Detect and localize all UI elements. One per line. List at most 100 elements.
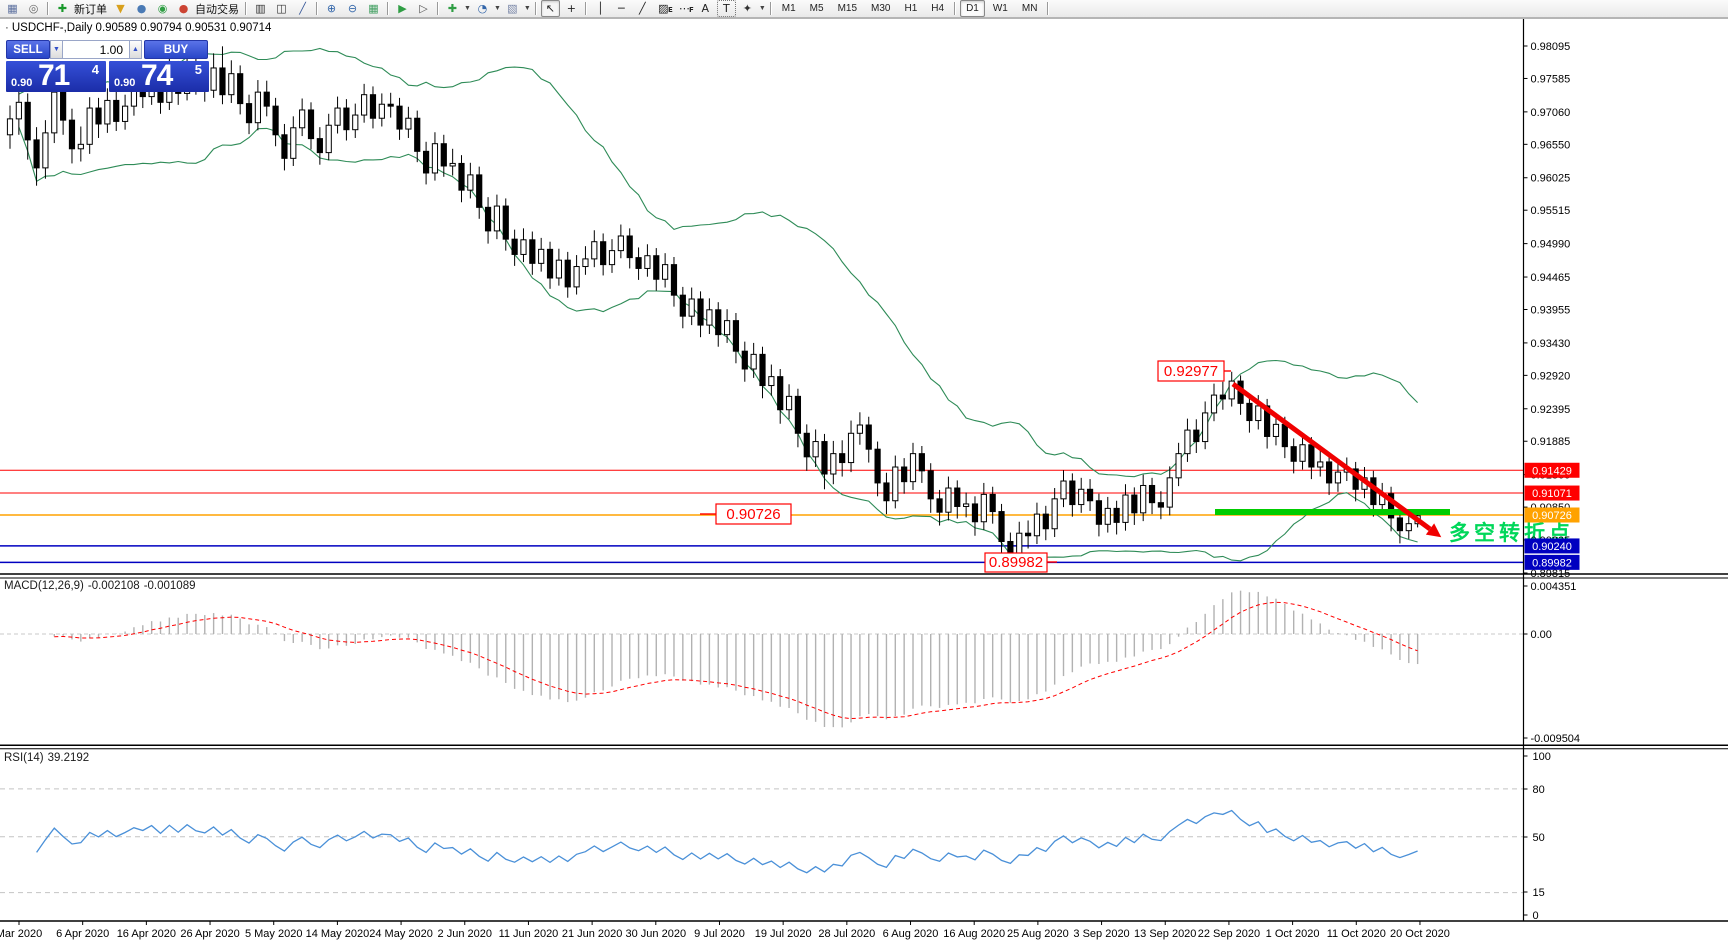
svg-text:0.92920: 0.92920 [1531,370,1571,382]
toolbar-separator [316,2,318,15]
svg-text:0.92395: 0.92395 [1531,404,1571,416]
timeframe-h1[interactable]: H1 [904,3,918,14]
templates-icon[interactable]: ▧ [507,2,518,15]
macd-signal-value: -0.001089 [143,580,196,592]
chart-shift-icon[interactable]: ▷ [419,2,428,15]
line-chart-icon[interactable]: ╱ [299,2,306,15]
svg-text:1 Oct 2020: 1 Oct 2020 [1266,928,1320,940]
buy-price-big: 74 [141,59,173,92]
sell-price-big: 71 [38,59,70,92]
buy-price-pip: 5 [194,62,202,77]
price-axis[interactable]: 0.98095 0.97585 0.97060 0.96550 0.96025 0.955… [1523,41,1580,580]
text-label-icon[interactable]: T [716,0,736,17]
vertical-line-icon[interactable]: │ [597,2,604,15]
macd-main-value: -0.002108 [87,580,140,592]
tile-windows-icon[interactable]: ▦ [368,2,379,15]
toolbar-separator [1047,2,1050,15]
svg-text:0.00: 0.00 [1531,629,1552,641]
timeframe-m15[interactable]: M15 [837,3,858,14]
volume-increase-button[interactable]: ▲ [129,40,142,59]
trend-arrow-head[interactable] [1425,523,1442,538]
svg-text:0.94465: 0.94465 [1531,272,1571,284]
bar-chart-icon[interactable]: ▥ [255,2,266,15]
svg-text:0.91071: 0.91071 [1532,488,1572,500]
trend-arrow-line[interactable] [1231,381,1432,532]
macd-panel [0,590,1523,728]
autotrading-icon-label[interactable]: 自动交易 [195,3,239,16]
auto-scroll-icon[interactable]: ▶ [398,2,407,15]
timeframe-h4[interactable]: H4 [931,3,945,14]
svg-text:11 Oct 2020: 11 Oct 2020 [1327,928,1386,940]
timeframe-m1[interactable]: M1 [781,3,796,14]
zoom-out-icon[interactable]: ⊖ [347,2,358,15]
new-order-icon[interactable]: ✚ [57,2,68,15]
toolbar-separator [387,2,389,15]
svg-text:30 Jun 2020: 30 Jun 2020 [626,928,687,940]
svg-text:0.91885: 0.91885 [1531,436,1571,448]
horizontal-line-icon[interactable]: ─ [618,2,625,15]
svg-text:0.90240: 0.90240 [1532,541,1572,553]
svg-text:9 Jul 2020: 9 Jul 2020 [694,928,745,940]
price-badge-0.90726 [1524,507,1580,523]
crosshair-icon[interactable]: + [566,2,576,15]
sell-price-button[interactable]: 0.90 71 4 [6,59,106,92]
time-axis[interactable]: Mar 2020 6 Apr 2020 16 Apr 2020 26 Apr 2020… [0,921,1450,940]
candlestick-icon[interactable]: ◫ [276,2,287,15]
indicators-icon[interactable]: ✚ [447,2,458,15]
chart-window-icon[interactable]: ▦ [7,2,18,15]
volume-decrease-button[interactable]: ▼ [50,40,63,59]
price-badge-0.91429 [1524,462,1580,478]
price-badge-0.89982 [1524,554,1580,570]
price-annotation-0.92977[interactable]: 0.92977 [1157,360,1231,382]
svg-text:0.94990: 0.94990 [1531,239,1571,251]
signals-icon[interactable]: ◉ [157,2,168,15]
svg-text:20 Oct 2020: 20 Oct 2020 [1390,928,1450,940]
svg-text:-0.009504: -0.009504 [1531,733,1581,745]
svg-text:5 May 2020: 5 May 2020 [245,928,302,940]
data-window-icon[interactable]: ◎ [28,2,39,15]
svg-text:0.89982: 0.89982 [989,554,1043,571]
svg-text:6 Aug 2020: 6 Aug 2020 [883,928,939,940]
price-annotation-0.89982[interactable]: 0.89982 [984,552,1057,573]
svg-text:0.96550: 0.96550 [1531,139,1571,151]
volume-input[interactable]: 1.00 [63,40,129,59]
market-icon[interactable]: ● [136,2,147,15]
rsi-value: 39.2192 [47,752,90,764]
periods-icon-dropdown[interactable]: ▼ [493,5,501,12]
trendline-icon[interactable]: ╱ [639,2,646,15]
arrows-icon-dropdown[interactable]: ▼ [758,5,766,12]
sell-button[interactable]: SELL [6,40,50,59]
timeframe-w1[interactable]: W1 [992,3,1008,14]
toolbar: ▦ ◎ ✚ 新订单 ▼ ● ◉ ● 自动交易 ▥ ◫ ╱ ⊕ ⊖ ▦ ▶ ▷ ✚ ▼ ◔ ▼ ▧ ▼ ↖ + │ ─ ╱ ▨ E ⋯ F A T ✦… [0,0,1728,18]
buy-button[interactable]: BUY [144,40,208,59]
timeframe-m5[interactable]: M5 [809,3,824,14]
indicators-icon-dropdown[interactable]: ▼ [464,5,471,12]
svg-text:0.96025: 0.96025 [1531,173,1571,185]
zoom-in-icon[interactable]: ⊕ [326,2,337,15]
metaeditor-icon[interactable]: ▼ [116,2,125,15]
periods-icon[interactable]: ◔ [477,2,488,15]
sell-price-base: 0.90 [11,77,33,89]
svg-text:0.004351: 0.004351 [1531,581,1577,593]
new-order-icon-label[interactable]: 新订单 [74,3,107,16]
timeframe-d1[interactable]: D1 [960,0,985,17]
svg-text:26 Apr 2020: 26 Apr 2020 [180,928,239,940]
svg-text:16 Aug 2020: 16 Aug 2020 [943,928,1005,940]
svg-text:15: 15 [1533,887,1545,899]
templates-icon-dropdown[interactable]: ▼ [523,5,531,12]
price-annotation-0.90726[interactable]: 0.90726 [700,503,792,525]
cursor-icon[interactable]: ↖ [540,0,560,17]
timeframe-m30[interactable]: M30 [871,3,891,14]
timeframe-mn[interactable]: MN [1021,3,1038,14]
text-icon[interactable]: A [701,2,710,15]
autotrading-icon[interactable]: ● [178,2,189,15]
channel-icon[interactable]: ▨ E [658,2,673,15]
buy-price-button[interactable]: 0.90 74 5 [109,59,209,92]
svg-text:0.95515: 0.95515 [1531,205,1571,217]
arrows-icon[interactable]: ✦ [742,2,752,15]
subpanel-axes: 0.004351 0.00 -0.009504 100 80 50 15 0 [1523,581,1581,922]
fibonacci-icon[interactable]: ⋯ F [678,2,694,15]
